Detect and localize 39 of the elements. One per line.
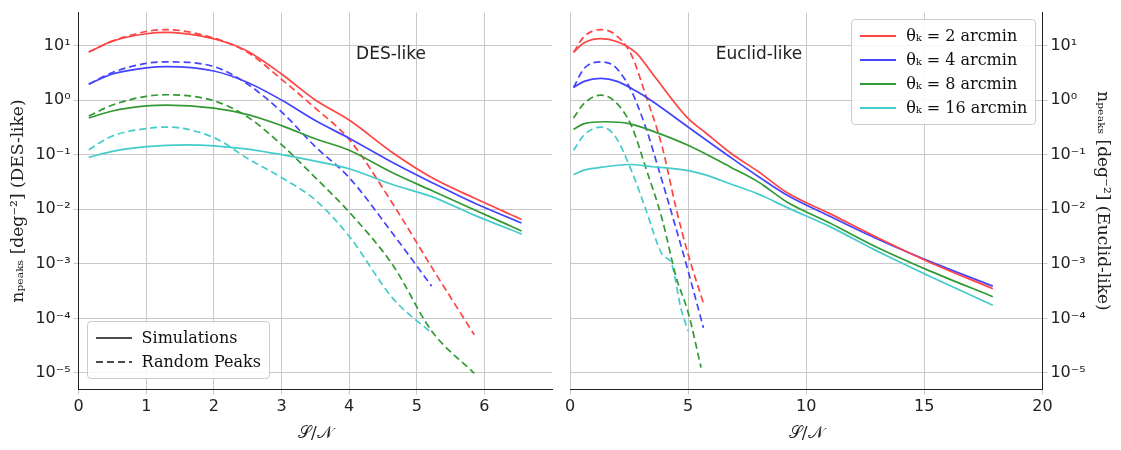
x-axis-title: 𝒮/𝒩 (297, 422, 336, 443)
x-tick-label: 5 (411, 396, 422, 416)
y2-tick-label: 10⁻³ (1050, 252, 1086, 272)
x-tick-label: 5 (683, 396, 694, 416)
y2-tick-label: 10⁻² (1050, 198, 1086, 218)
annotation: Simulations (141, 327, 238, 350)
style-key: Simulations Random Peaks (86, 321, 270, 380)
x-tick-label: 6 (479, 396, 490, 416)
annotation: Euclid-like (715, 42, 803, 63)
x-tick-label: 20 (1032, 396, 1053, 416)
annotation: Random Peaks (141, 351, 261, 374)
legend-label: θₖ = 8 arcmin (906, 72, 1018, 95)
x-tick-label: 2 (208, 396, 219, 416)
legend-label: θₖ = 2 arcmin (906, 24, 1018, 47)
y2-tick-label: 10¹ (1050, 34, 1078, 54)
y2-axis-title: nₚₑₐₖₛ [deg⁻²] (Euclid-like) (1094, 91, 1115, 311)
x-tick-label: 15 (914, 396, 935, 416)
y2-tick-label: 10⁻¹ (1050, 143, 1086, 163)
legend-label: θₖ = 16 arcmin (906, 96, 1028, 119)
y-tick-label: 10⁰ (43, 89, 71, 109)
y-axis-title: nₚₑₐₖₛ [deg⁻²] (DES-like) (6, 99, 27, 303)
legend-label: θₖ = 4 arcmin (906, 48, 1018, 71)
y-tick-label: 10⁻² (35, 198, 71, 218)
x-axis-title: 𝒮/𝒩 (788, 422, 827, 443)
y-tick-label: 10⁻¹ (35, 143, 71, 163)
x-tick-label: 4 (344, 396, 355, 416)
y-tick-label: 10⁻⁵ (35, 362, 71, 382)
y-tick-label: 10⁻⁴ (35, 307, 71, 327)
x-tick-label: 0 (564, 396, 576, 416)
y-tick-label: 10¹ (43, 34, 71, 54)
x-tick-label: 1 (141, 396, 152, 416)
annotation: DES-like (356, 42, 426, 63)
x-tick-label: 10 (796, 396, 817, 416)
y2-tick-label: 10⁰ (1050, 89, 1078, 109)
y-tick-label: 10⁻³ (35, 252, 71, 272)
y2-tick-label: 10⁻⁵ (1050, 362, 1086, 382)
x-tick-label: 3 (276, 396, 287, 416)
y2-tick-label: 10⁻⁴ (1050, 307, 1086, 327)
x-tick-label: 0 (73, 396, 84, 416)
